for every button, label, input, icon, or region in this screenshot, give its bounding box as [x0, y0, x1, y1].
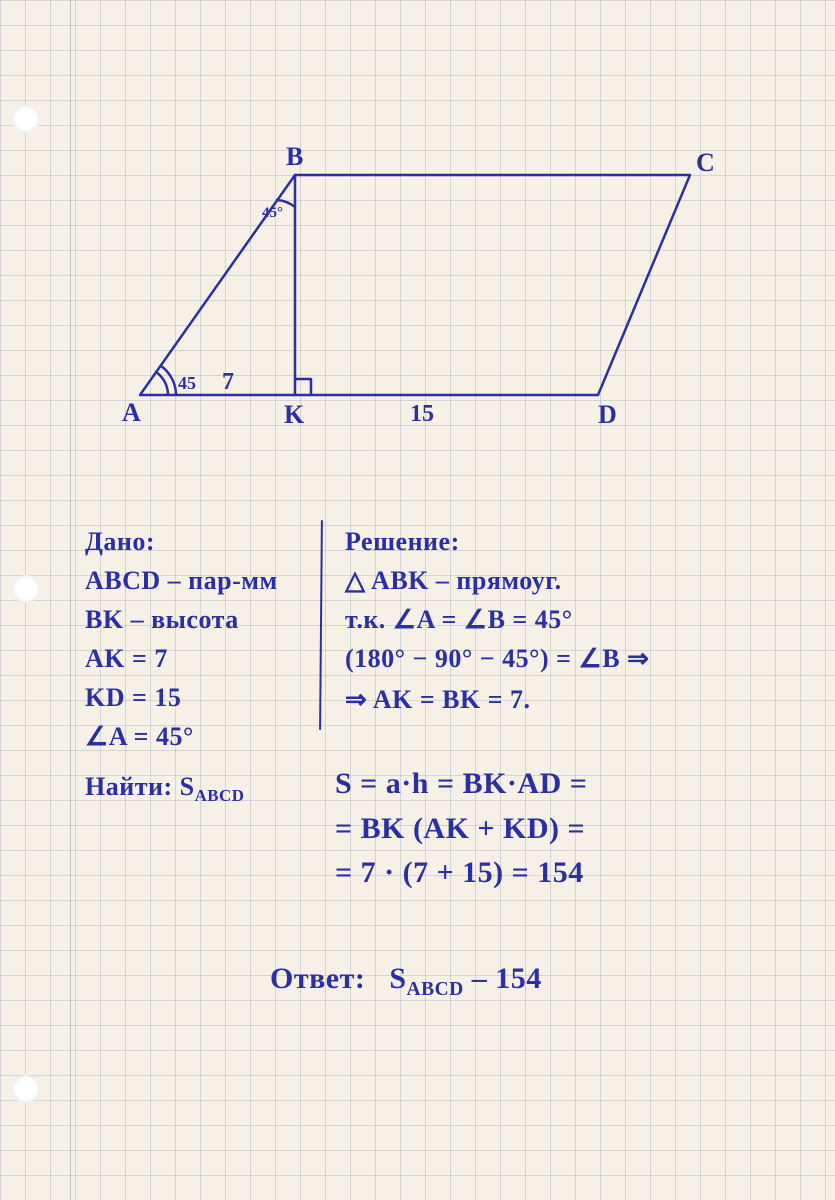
answer-block: Ответ: SABCD – 154: [270, 955, 770, 1007]
punch-hole: [12, 105, 40, 133]
solution-line: △ ABK – прямоуг.: [345, 563, 765, 598]
angle-a-label: 45: [178, 373, 196, 393]
given-line: ABCD – пар-мм: [85, 563, 315, 598]
given-block: Дано: ABCD – пар-мм BK – высота AK = 7 K…: [85, 520, 315, 812]
angle-b-label: 45°: [262, 205, 283, 221]
solution-line: т.к. ∠A = ∠B = 45°: [345, 602, 765, 637]
find-value: S: [180, 772, 195, 801]
given-line: ∠A = 45°: [85, 719, 315, 754]
given-line: KD = 15: [85, 680, 315, 715]
punch-hole: [12, 1075, 40, 1103]
answer-value-prefix: S: [389, 962, 406, 995]
given-line: BK – высота: [85, 602, 315, 637]
find-sub: ABCD: [195, 786, 245, 805]
vertex-label-a: A: [122, 398, 141, 427]
parallelogram-abcd: [140, 175, 690, 395]
solution-heading: Решение:: [345, 524, 765, 559]
answer-line: Ответ: SABCD – 154: [270, 959, 770, 1003]
segment-ak-label: 7: [222, 369, 234, 395]
vertex-label-k: K: [284, 400, 305, 429]
solution-line: (180° − 90° − 45°) = ∠B ⇒: [345, 641, 765, 676]
angle-arc-a-icon: [156, 372, 168, 395]
find-line: Найти: SABCD: [85, 769, 315, 808]
parallelogram-diagram: A B C D K 45 45° 7 15: [100, 135, 740, 435]
formula-line: = 7 · (7 + 15) = 154: [335, 853, 765, 894]
right-angle-mark-icon: [295, 379, 311, 395]
given-line: AK = 7: [85, 641, 315, 676]
formula-line: S = a·h = BK·AD =: [335, 764, 765, 805]
vertex-label-c: C: [696, 148, 715, 177]
vertex-label-d: D: [598, 400, 617, 429]
given-heading: Дано:: [85, 524, 315, 559]
left-margin-line: [70, 0, 71, 1200]
solution-line: ⇒ AK = BK = 7.: [345, 682, 765, 717]
segment-kd-label: 15: [410, 401, 434, 427]
vertex-label-b: B: [286, 142, 303, 171]
solution-block: Решение: △ ABK – прямоуг. т.к. ∠A = ∠B =…: [345, 520, 765, 721]
answer-value-suffix: – 154: [464, 962, 542, 995]
punch-hole: [12, 575, 40, 603]
find-label: Найти:: [85, 772, 173, 801]
formula-line: = BK (AK + KD) =: [335, 809, 765, 850]
answer-value-sub: ABCD: [407, 979, 464, 1000]
answer-label: Ответ:: [270, 962, 365, 995]
formula-block: S = a·h = BK·AD = = BK (AK + KD) = = 7 ·…: [335, 760, 765, 898]
